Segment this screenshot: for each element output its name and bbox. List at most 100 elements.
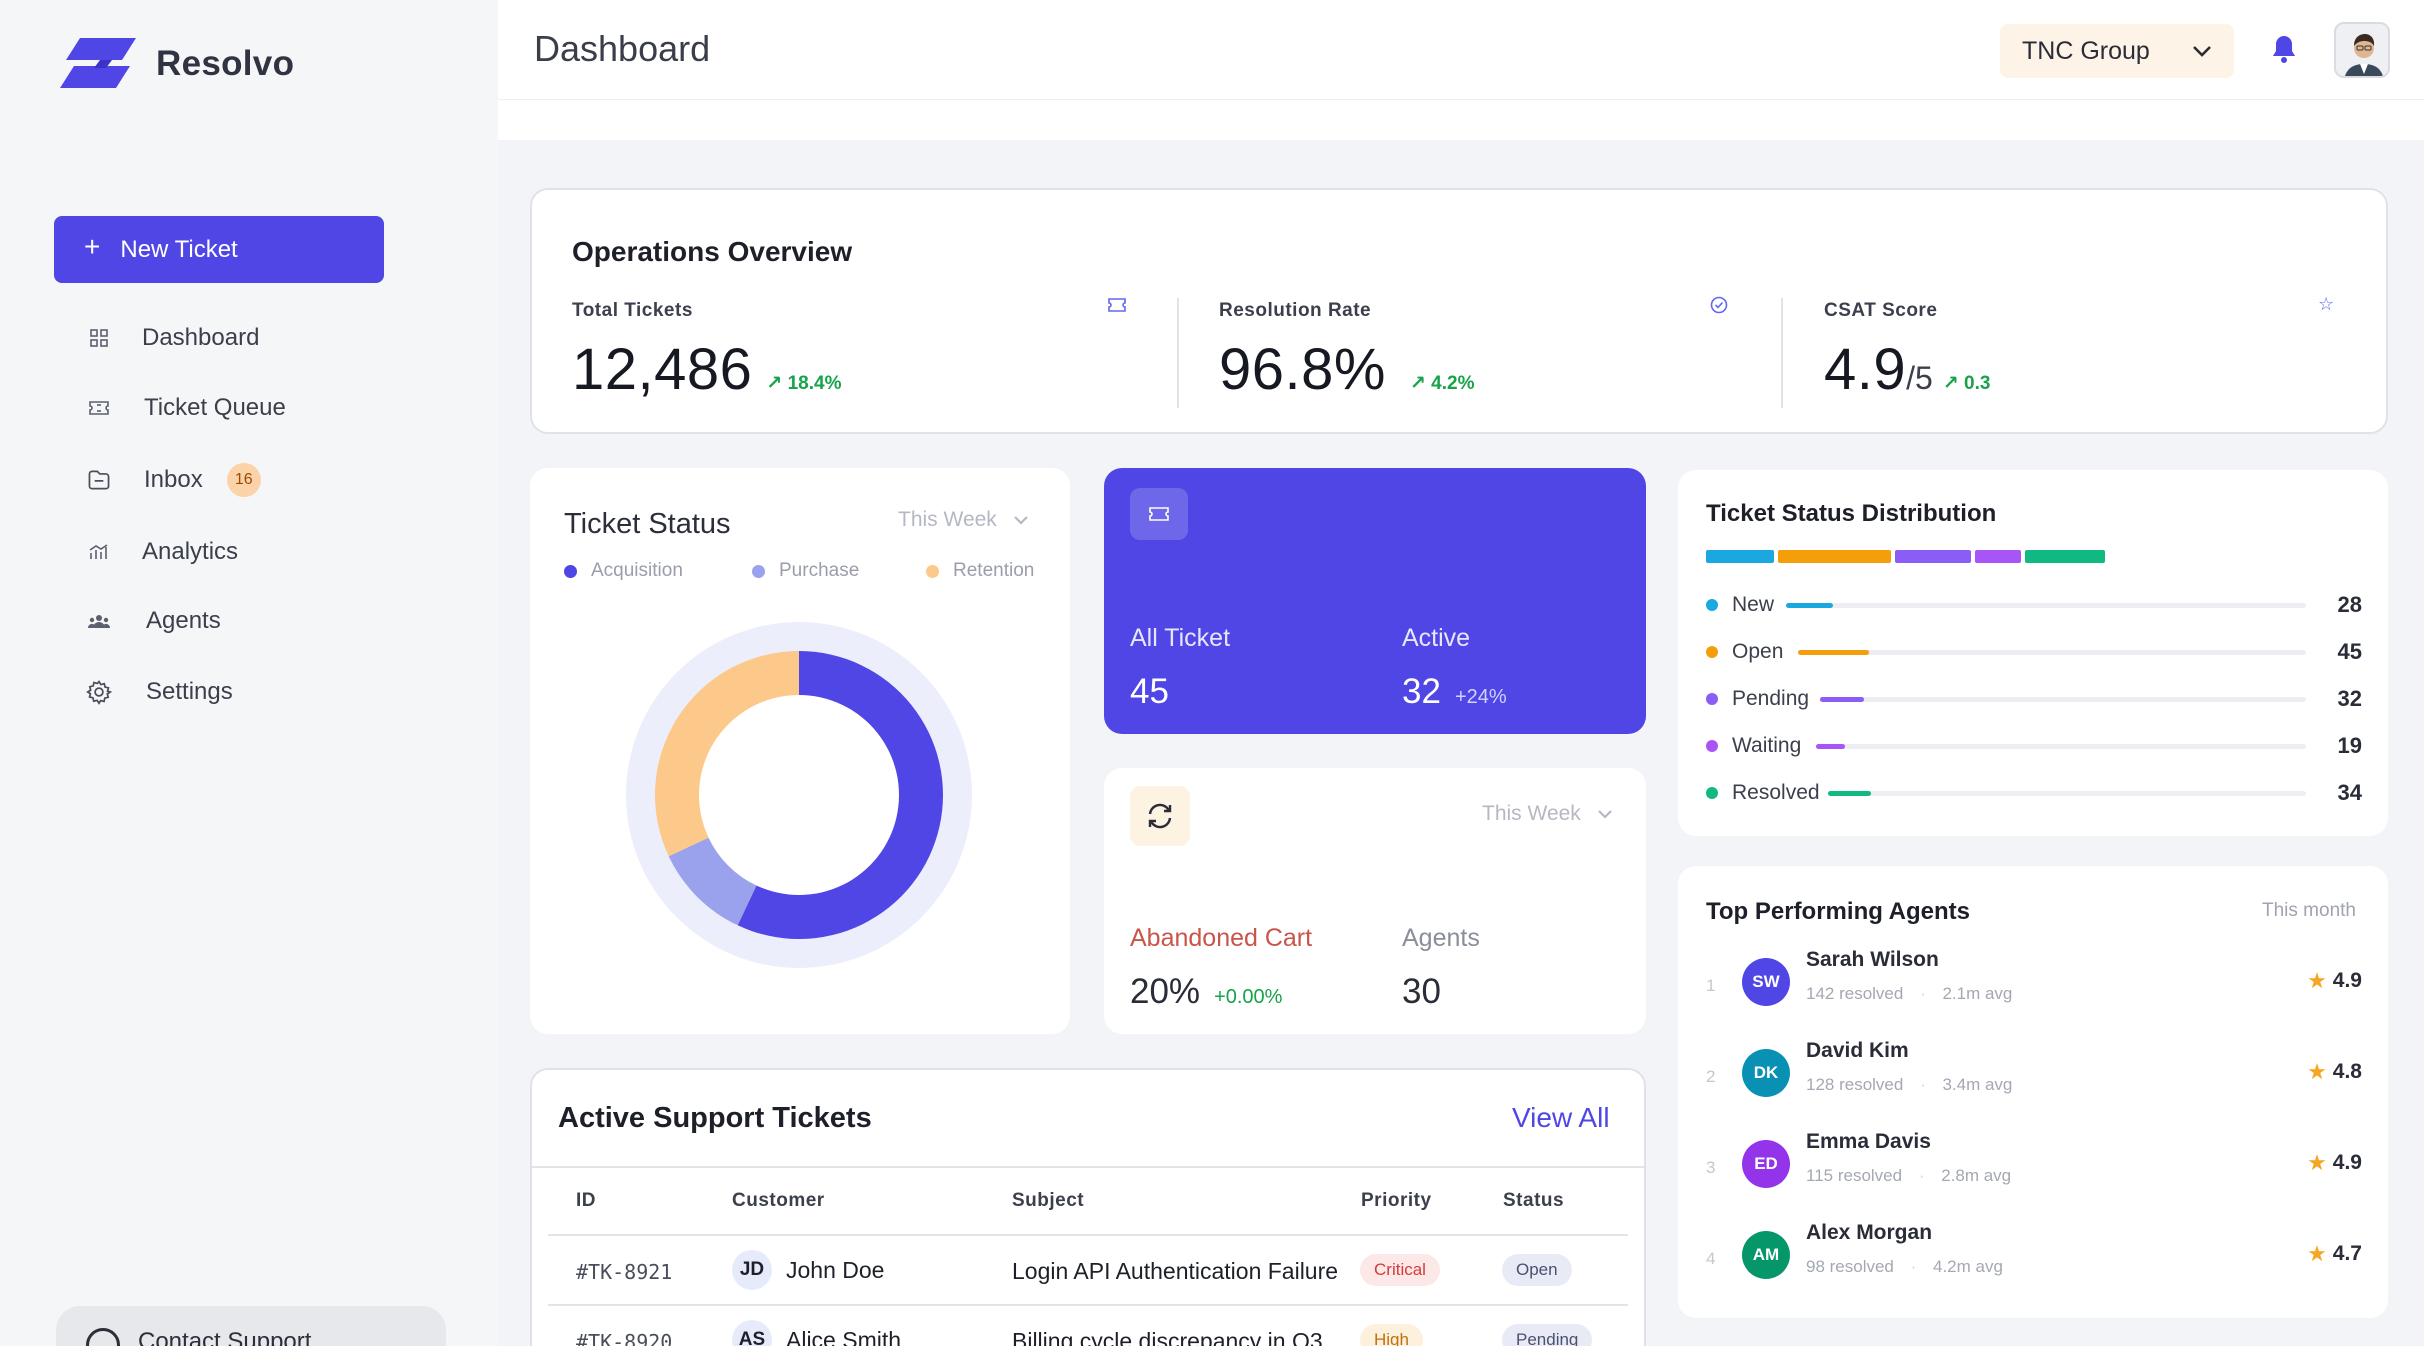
ticket-customer: JD John Doe (732, 1250, 884, 1290)
operations-overview-title: Operations Overview (572, 236, 853, 267)
agent-name: David Kim (1806, 1039, 1909, 1062)
top-agents-card (1678, 866, 2388, 1318)
status-count: 34 (2337, 780, 2362, 805)
sidebar-item-label: Analytics (142, 538, 239, 565)
distribution-row: New 28 (1706, 590, 2362, 620)
column-header-priority[interactable]: Priority (1361, 1190, 1432, 1211)
agent-rank: 1 (1706, 976, 1716, 995)
grid-icon (86, 325, 112, 351)
period-label: This Week (1482, 802, 1581, 825)
ticket-subject[interactable]: Login API Authentication Failure (1012, 1258, 1338, 1284)
page-title: Dashboard (534, 28, 711, 69)
active-value: 32 (1402, 672, 1441, 711)
ticket-status-period-select[interactable]: This Week (898, 508, 1029, 532)
kpi-delta: ↗ 18.4% (766, 373, 842, 394)
agent-rank: 3 (1706, 1158, 1716, 1177)
progress-track (1816, 743, 2306, 749)
ticket-id[interactable]: #TK-8920 (576, 1330, 673, 1346)
org-select[interactable]: TNC Group (2000, 24, 2234, 78)
agent-name: Emma Davis (1806, 1130, 1931, 1153)
donut-slice-retention (655, 651, 799, 857)
active-delta: +24% (1454, 686, 1507, 708)
progress-track (1828, 790, 2306, 796)
status-count: 45 (2337, 639, 2362, 664)
sidebar-item-label: Ticket Queue (144, 394, 286, 421)
column-header-status[interactable]: Status (1503, 1190, 1565, 1211)
column-header-id[interactable]: ID (576, 1190, 596, 1211)
kpi-label: CSAT Score (1824, 300, 1938, 321)
ticket-subject[interactable]: Billing cycle discrepancy in Q3 (1012, 1328, 1323, 1346)
agents-count-value: 30 (1402, 972, 1441, 1011)
contact-support-button[interactable]: Contact Support (56, 1306, 446, 1346)
new-ticket-label: New Ticket (120, 235, 238, 263)
active-tickets-title: Active Support Tickets (558, 1102, 872, 1134)
inbox-icon (86, 467, 112, 493)
distribution-row: Pending 32 (1706, 684, 2362, 714)
distribution-segment-new (1706, 550, 1774, 563)
agent-row[interactable]: 4 AM Alex Morgan 98 resolved · 4.2m avg ★ 4.7 (1706, 1221, 2362, 1297)
sidebar-item-label: Settings (146, 678, 233, 705)
sidebar-item-agents[interactable]: Agents (86, 601, 221, 641)
legend-dot (752, 564, 765, 578)
chevron-down-icon (1598, 810, 1612, 819)
distribution-segment-open (1778, 550, 1891, 563)
column-header-subject[interactable]: Subject (1012, 1190, 1085, 1211)
cart-period-select[interactable]: This Week (1482, 802, 1613, 826)
all-ticket-card (1104, 468, 1646, 734)
kpi-total-tickets: 12,486 ↗ 18.4% (572, 336, 841, 403)
status-distribution-title: Ticket Status Distribution (1706, 500, 1997, 527)
star-outline-icon: ☆ (2318, 294, 2335, 314)
agent-avatar: AM (1742, 1231, 1790, 1279)
user-avatar[interactable] (2334, 22, 2390, 78)
refresh-icon (1130, 786, 1190, 846)
kpi-resolution-rate: 96.8% ↗ 4.2% (1219, 336, 1474, 403)
agent-row[interactable]: 2 DK David Kim 128 resolved · 3.4m avg ★ 4.8 (1706, 1039, 2362, 1115)
sidebar-item-ticket-queue[interactable]: Ticket Queue (86, 388, 286, 428)
star-icon: ★ (2307, 968, 2327, 993)
status-count: 32 (2337, 686, 2362, 711)
sidebar-item-settings[interactable]: Settings (86, 672, 233, 712)
status-dot (1706, 740, 1718, 752)
agent-meta: 98 resolved · 4.2m avg (1806, 1257, 2003, 1276)
ticket-icon (1108, 296, 1126, 317)
sidebar (0, 0, 498, 1346)
distribution-row: Waiting 19 (1706, 731, 2362, 761)
trend-up-icon: ↗ (1409, 373, 1432, 394)
agent-row[interactable]: 1 SW Sarah Wilson 142 resolved · 2.1m avg ★ 4… (1706, 948, 2362, 1024)
column-header-customer[interactable]: Customer (732, 1190, 825, 1211)
progress-track (1786, 602, 2306, 608)
abandoned-cart-card (1104, 768, 1646, 1034)
org-select-value: TNC Group (2022, 36, 2150, 65)
legend-item: Purchase (752, 560, 859, 582)
ticket-id[interactable]: #TK-8921 (576, 1260, 673, 1284)
active-label: Active (1402, 624, 1471, 652)
abandoned-cart-value: 20% (1130, 972, 1201, 1011)
agent-avatar: ED (1742, 1140, 1790, 1188)
view-all-link[interactable]: View All (1512, 1102, 1610, 1133)
agent-rating: ★ 4.7 (2307, 1241, 2362, 1266)
kpi-suffix: /5 (1906, 360, 1933, 396)
sidebar-item-inbox[interactable]: Inbox 16 (86, 460, 261, 500)
progress-fill (1786, 602, 1833, 608)
abandoned-cart-stat: 20% +0.00% (1130, 972, 1282, 1012)
legend-item: Retention (926, 560, 1034, 582)
status-name: New (1732, 593, 1775, 616)
analytics-icon (86, 539, 112, 565)
bell-icon[interactable] (2270, 34, 2298, 64)
kpi-value: 96.8% (1219, 337, 1386, 402)
customer-name: Alice Smith (786, 1326, 902, 1346)
sidebar-item-label: Inbox (144, 466, 203, 493)
kpi-divider (1177, 298, 1179, 408)
abandoned-cart-label: Abandoned Cart (1130, 924, 1313, 952)
new-ticket-button[interactable]: + New Ticket (54, 216, 384, 283)
legend-dot (926, 564, 939, 578)
sidebar-item-dashboard[interactable]: Dashboard (86, 318, 259, 358)
kpi-delta: ↗ 4.2% (1409, 373, 1475, 394)
gear-icon (86, 679, 112, 705)
legend-dot (564, 564, 577, 578)
progress-track (1820, 696, 2306, 702)
sidebar-item-analytics[interactable]: Analytics (86, 532, 238, 572)
agent-rating: ★ 4.8 (2307, 1059, 2362, 1084)
ticket-status-title: Ticket Status (564, 508, 731, 540)
agent-row[interactable]: 3 ED Emma Davis 115 resolved · 2.8m avg ★ 4.9 (1706, 1130, 2362, 1206)
